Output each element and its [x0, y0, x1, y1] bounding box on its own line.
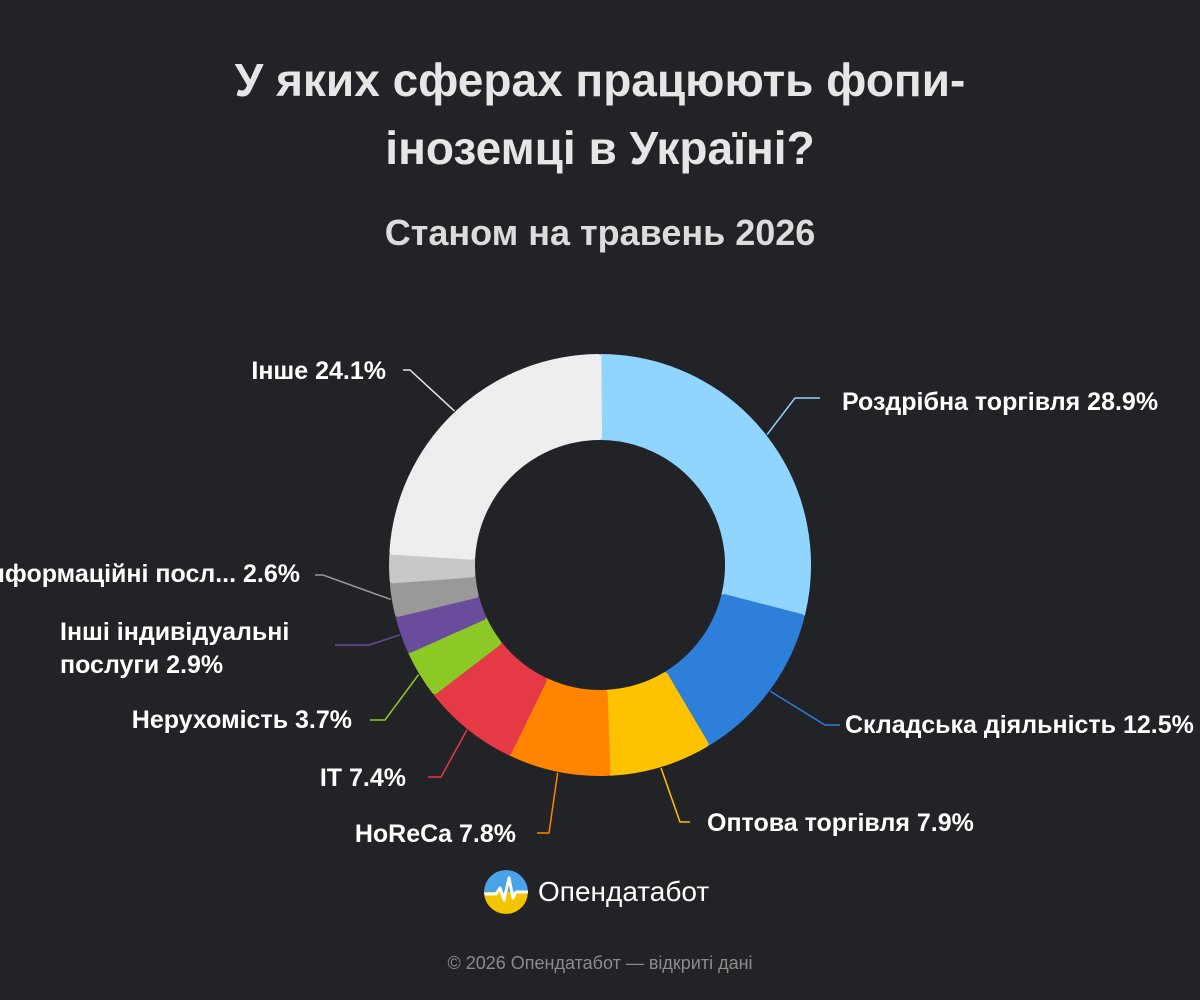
- chart-subtitle: Станом на травень 2026: [384, 212, 816, 253]
- brand-logo-text: Опендатабот: [538, 876, 710, 907]
- slice-connector-line: [403, 369, 455, 412]
- slice-label: Інші індивідуальні послуги 2.9%: [60, 618, 289, 679]
- slice-label: Нерухомість 3.7%: [132, 706, 352, 734]
- chart-title-line-2: іноземці в Україні?: [385, 122, 815, 174]
- slice-label: Інше 24.1%: [251, 357, 386, 385]
- slice-label: HoReCa 7.8%: [355, 820, 516, 848]
- slice-connector-line: [537, 772, 559, 834]
- chart-title-line-1: У яких сферах працюють фопи-: [234, 54, 966, 106]
- donut-slice: [508, 677, 611, 776]
- slice-label: Складська діяльність 12.5%: [845, 711, 1194, 739]
- footer-copyright: © 2026 Опендатабот — відкриті дані: [447, 953, 753, 973]
- brand-logo: Опендатабот: [484, 870, 709, 914]
- slice-connector-line: [769, 690, 840, 726]
- chart-title: У яких сферах працюють фопи- іноземці в …: [0, 46, 1200, 182]
- slice-connector-line: [766, 397, 820, 435]
- slice-connector-line: [315, 574, 392, 601]
- slice-label: Інформаційні посл... 2.6%: [0, 560, 300, 588]
- donut-slice: [598, 354, 811, 617]
- brand-logo-icon: [484, 870, 528, 914]
- slice-connector-line: [428, 729, 468, 778]
- slice-label: Оптова торгівля 7.9%: [707, 809, 974, 837]
- slice-label: Роздрібна торгівля 28.9%: [842, 388, 1158, 416]
- donut-slice: [663, 594, 805, 746]
- donut-slice: [389, 354, 602, 560]
- slice-connector-line: [660, 767, 690, 823]
- slice-label: IT 7.4%: [320, 764, 406, 792]
- slice-connector-line: [335, 634, 401, 646]
- donut-slice: [603, 672, 709, 776]
- slice-connector-line: [370, 674, 420, 721]
